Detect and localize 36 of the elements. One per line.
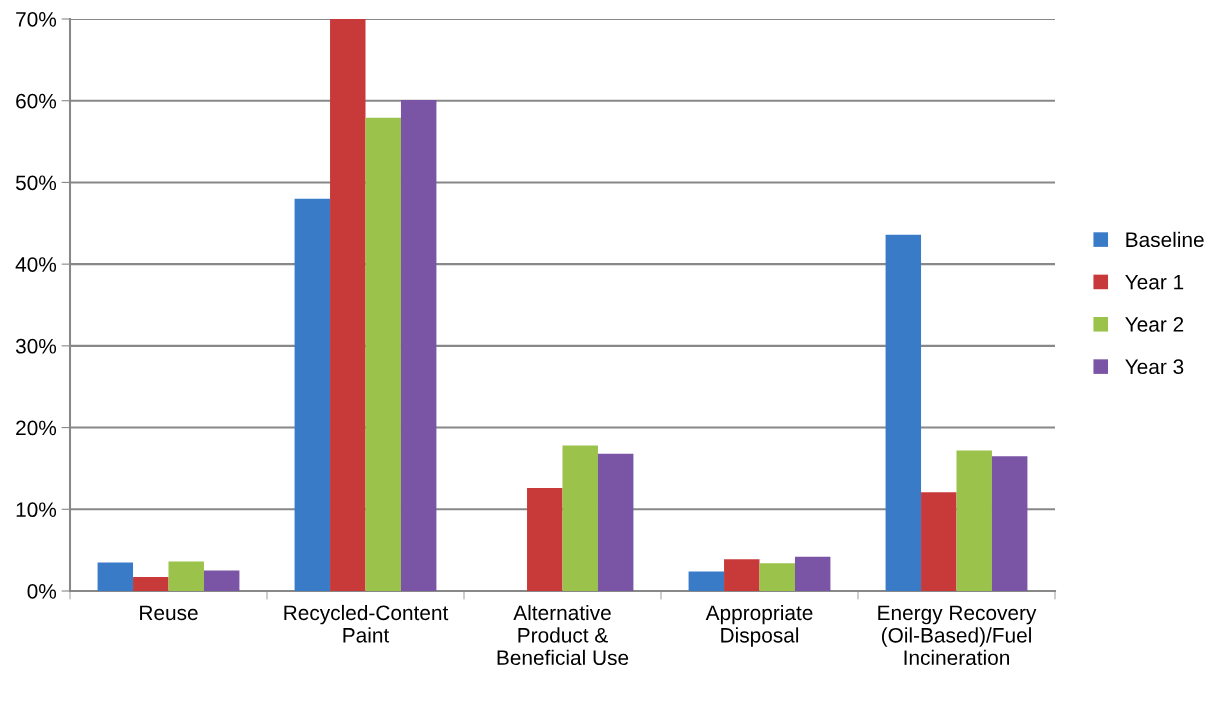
legend-label: Year 2: [1125, 317, 1184, 332]
x-tick-label: Energy Recovery (Oil-Based)/Fuel Incineration: [878, 605, 1037, 666]
bar: [400, 99, 437, 591]
bar: [956, 450, 992, 591]
y-tick-label: 0%: [27, 584, 57, 599]
bar: [330, 19, 366, 591]
bar: [991, 456, 1028, 591]
bar: [294, 198, 331, 591]
y-tick-label: 20%: [16, 420, 57, 436]
bar: [597, 453, 634, 591]
bar: [794, 556, 831, 591]
y-tick-label: 50%: [15, 175, 57, 191]
y-tick-label: 30%: [15, 338, 57, 354]
bar: [562, 445, 598, 591]
legend-label: Baseline: [1126, 231, 1204, 248]
legend-label: Year 3: [1125, 359, 1184, 375]
bar: [885, 234, 922, 591]
x-tick-label: Reuse: [140, 605, 198, 621]
y-tick-label: 10%: [16, 502, 57, 518]
legend-label: Year 1: [1125, 274, 1184, 290]
bar: [203, 570, 240, 591]
bar: [688, 571, 725, 591]
x-tick-label: Appropriate Disposal: [705, 604, 813, 647]
bar: [133, 577, 169, 591]
x-tick-label: Alternative Product & Beneficial Use: [497, 604, 629, 666]
y-tick-label: 70%: [16, 12, 57, 27]
bar: [759, 563, 795, 591]
bar: [921, 492, 957, 591]
bar: [724, 559, 760, 591]
y-tick-label: 60%: [16, 93, 57, 109]
bar: [168, 561, 204, 591]
y-tick-label: 40%: [15, 257, 57, 272]
x-tick-label: Recycled-Content Paint: [284, 604, 449, 643]
bar: [365, 117, 401, 591]
bar: [527, 488, 563, 591]
bar: [97, 562, 134, 591]
